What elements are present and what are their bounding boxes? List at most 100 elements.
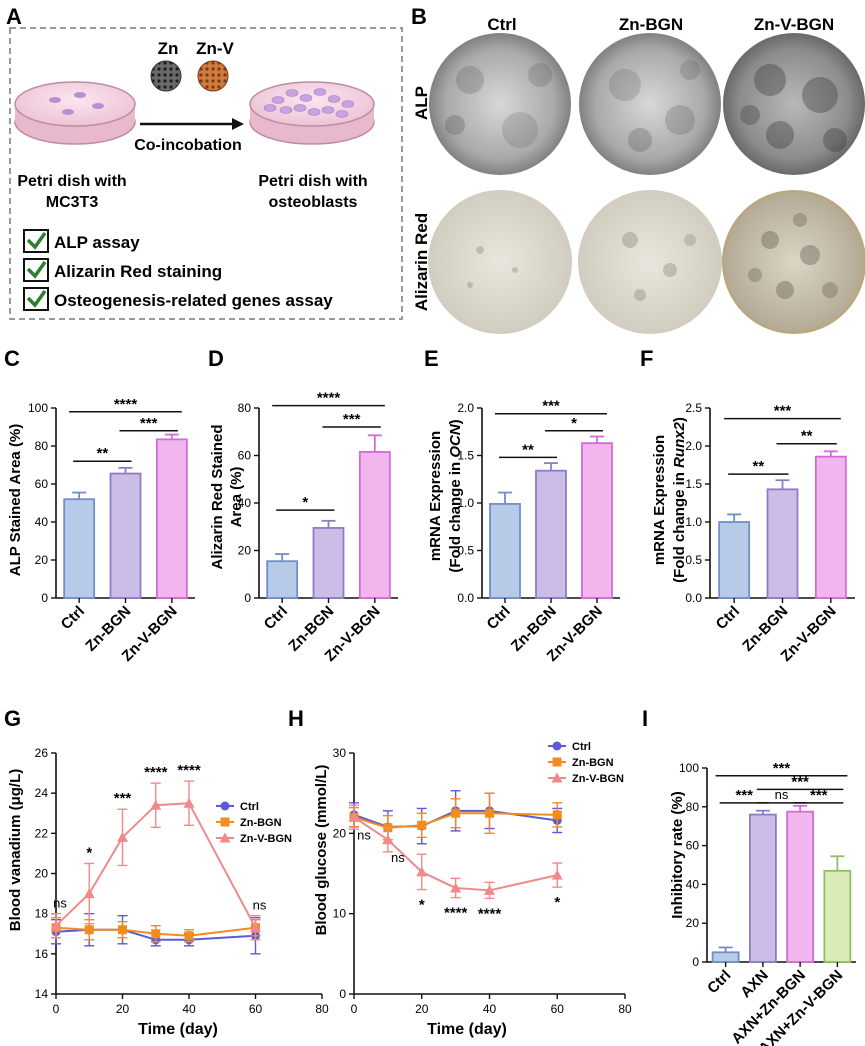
bar <box>581 442 613 599</box>
y-tick-label: 24 <box>35 786 49 800</box>
y-tick-label: 10 <box>333 907 347 921</box>
data-point <box>485 808 494 818</box>
y-tick-label: 80 <box>35 439 49 453</box>
data-point <box>416 866 428 877</box>
data-point <box>450 882 462 893</box>
data-point <box>83 888 95 899</box>
bar <box>489 503 521 599</box>
y-axis-title-f-line2: (Fold change in Runx2) <box>671 417 688 583</box>
data-point <box>552 810 562 820</box>
category-label: Ctrl <box>704 967 734 997</box>
y-tick-label: 1.5 <box>685 477 702 491</box>
bar <box>312 527 345 599</box>
y-tick-label: 0.5 <box>685 553 702 567</box>
category-label: Ctrl <box>713 603 743 633</box>
bar <box>786 810 815 963</box>
bar-chart-f: 0.00.51.01.52.02.5CtrlZn-BGNZn-V-BGN****… <box>685 401 855 665</box>
panel-label-f: F <box>640 346 653 371</box>
bar <box>109 472 142 599</box>
y-tick-label: 14 <box>35 987 49 1001</box>
significance-label: * <box>302 494 308 511</box>
bar <box>358 451 391 599</box>
x-tick-label: 40 <box>182 1002 196 1016</box>
data-point <box>551 772 563 783</box>
y-tick-label: 1.0 <box>457 496 474 510</box>
panel-label-c: C <box>4 346 20 371</box>
right-dish-label-line2: osteoblasts <box>269 194 358 211</box>
data-point <box>250 922 261 933</box>
x-axis-title-g: Time (day) <box>138 1021 218 1038</box>
left-dish-label-line2: MC3T3 <box>46 194 99 211</box>
photo-row-alp: ALP <box>412 86 431 120</box>
data-point <box>219 832 231 843</box>
data-point <box>220 817 230 827</box>
y-tick-label: 26 <box>35 746 49 760</box>
znv-nanoparticle-icon <box>197 60 229 92</box>
x-tick-label: 80 <box>315 1002 329 1016</box>
significance-label: **** <box>478 905 502 922</box>
significance-label: ns <box>775 787 789 802</box>
right-dish-label-line1: Petri dish with <box>258 173 367 190</box>
y-tick-label: 2.5 <box>685 401 702 415</box>
data-point <box>151 929 161 939</box>
data-point <box>551 869 563 880</box>
data-point <box>84 925 94 935</box>
y-tick-label: 0.0 <box>457 591 474 605</box>
significance-label: **** <box>444 905 468 922</box>
checkmark-icon <box>26 289 47 308</box>
arrow-label: Co-incobation <box>134 137 242 154</box>
bar <box>266 560 299 599</box>
significance-label: *** <box>810 787 828 804</box>
significance-label: *** <box>114 790 132 807</box>
x-tick-label: 40 <box>483 1002 497 1016</box>
alizarin-well-zn-bgn <box>578 190 722 334</box>
y-tick-label: 16 <box>35 947 49 961</box>
data-point <box>150 799 162 810</box>
bar <box>155 438 188 599</box>
legend-label: Ctrl <box>240 801 259 813</box>
data-point <box>382 834 394 845</box>
series-line <box>353 816 558 892</box>
photo-col-zn-v-bgn: Zn-V-BGN <box>754 15 834 34</box>
y-tick-label: 80 <box>686 800 700 814</box>
alp-well-zn-v-bgn <box>723 33 865 175</box>
y-tick-label: 100 <box>28 401 48 415</box>
data-point <box>348 811 360 822</box>
x-tick-label: 0 <box>351 1002 358 1016</box>
series-zn-v-bgn <box>50 780 261 941</box>
significance-label: ** <box>96 445 108 462</box>
significance-label: ** <box>752 458 764 475</box>
checklist-label-alp: ALP assay <box>54 233 140 252</box>
significance-label: *** <box>791 773 809 790</box>
data-point <box>451 808 461 818</box>
y-tick-label: 1.0 <box>685 515 702 529</box>
panel-label-g: G <box>4 706 21 731</box>
bar <box>718 521 751 599</box>
zn-label: Zn <box>158 39 179 58</box>
category-label: Ctrl <box>261 603 291 633</box>
y-tick-label: 0.0 <box>685 591 702 605</box>
photo-col-ctrl: Ctrl <box>487 15 516 34</box>
significance-label: **** <box>144 764 168 781</box>
x-tick-label: 60 <box>551 1002 565 1016</box>
line-chart-g: 14 16 18 20 22 24 26 0 20 40 60 80 Ctrl Zn-BGN Zn-V-BG… <box>35 746 329 1016</box>
y-tick-label: 30 <box>333 746 347 760</box>
legend-label: Zn-V-BGN <box>572 773 624 785</box>
legend-label: Zn-V-BGN <box>240 833 292 845</box>
significance-label: ** <box>801 428 813 445</box>
data-point <box>552 741 562 751</box>
y-axis-title-c: ALP Stained Area (%) <box>7 424 24 577</box>
y-tick-label: 40 <box>35 515 49 529</box>
y-tick-label: 0 <box>41 591 48 605</box>
significance-label: *** <box>542 398 560 415</box>
data-point <box>417 820 427 830</box>
panel-label-i: I <box>642 706 648 731</box>
schematic-frame <box>9 27 403 320</box>
legend: Ctrl Zn-BGN Zn-V-BGN <box>548 741 624 785</box>
legend-label: Zn-BGN <box>572 757 614 769</box>
left-dish-label-line1: Petri dish with <box>17 173 126 190</box>
